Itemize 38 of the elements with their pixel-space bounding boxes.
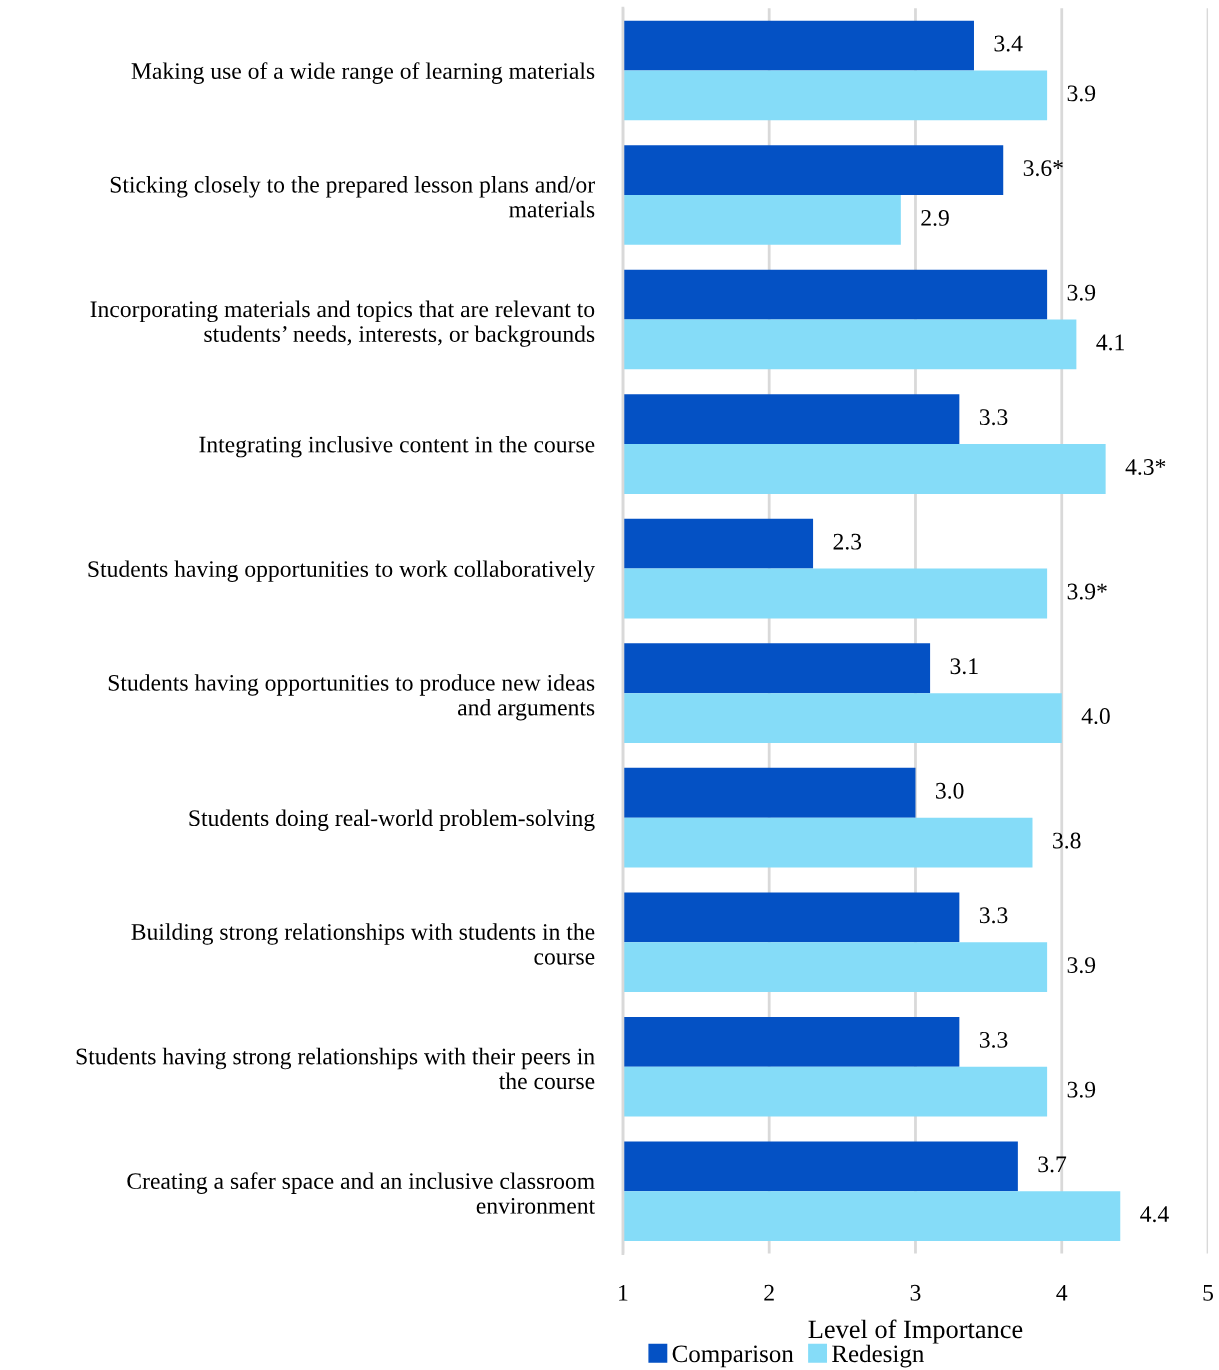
- data-label: 3.9: [1067, 284, 1096, 301]
- data-label: 3.8: [1053, 832, 1081, 849]
- data-label: 3.9*: [1067, 583, 1107, 600]
- y-tick-label: Creating a safer space and an inclusive classroom environment: [127, 1172, 595, 1214]
- x-axis-title: Level of Importance: [808, 1319, 1023, 1344]
- data-label: 4.4: [1140, 1206, 1169, 1223]
- data-label: 4.1: [1096, 334, 1124, 351]
- y-tick-label: Sticking closely to the prepared lesson plans and/or materials: [110, 176, 595, 218]
- data-label: 4.0: [1081, 708, 1110, 725]
- y-tick-label: Building strong relationships with students in the course: [131, 923, 595, 965]
- x-tick-label: 2: [764, 1284, 774, 1301]
- y-tick-label: Students doing real-world problem-solving: [189, 809, 595, 831]
- y-tick-label: Integrating inclusive content in the course: [199, 435, 595, 458]
- y-tick-label: Making use of a wide range of learning materials: [131, 62, 595, 84]
- data-label: 4.3*: [1125, 459, 1166, 476]
- data-label: 3.9: [1067, 85, 1096, 102]
- y-tick-label: Students having strong relationships with their peers in the course: [76, 1047, 595, 1090]
- data-label: 3.3: [979, 907, 1008, 924]
- data-label: 3.4: [994, 35, 1023, 52]
- legend-label: Comparison: [672, 1345, 794, 1368]
- x-tick-label: 4: [1056, 1284, 1068, 1301]
- x-tick-label: 5: [1203, 1285, 1214, 1301]
- data-label: 3.3: [979, 1031, 1008, 1048]
- legend-label: Redesign: [832, 1344, 924, 1368]
- y-tick-label: Students having opportunities to work collaboratively: [88, 560, 596, 582]
- data-label: 3.1: [950, 658, 978, 675]
- y-tick-label: Incorporating materials and topics that are relevant to students’ needs, interests, or backgrounds: [90, 300, 595, 347]
- data-label: 3.7: [1038, 1156, 1067, 1173]
- x-tick-label: 1: [619, 1284, 628, 1301]
- data-label: 3.9: [1067, 957, 1096, 974]
- data-label: 3.6*: [1023, 160, 1063, 177]
- data-label: 3.3: [979, 409, 1008, 426]
- data-label: 3.0: [936, 782, 964, 799]
- x-tick-label: 3: [910, 1284, 921, 1301]
- data-label: 2.9: [921, 209, 949, 226]
- data-label: 2.3: [833, 533, 862, 550]
- y-tick-label: Students having opportunities to produce new ideas and arguments: [108, 674, 595, 721]
- data-label: 3.9: [1067, 1081, 1096, 1098]
